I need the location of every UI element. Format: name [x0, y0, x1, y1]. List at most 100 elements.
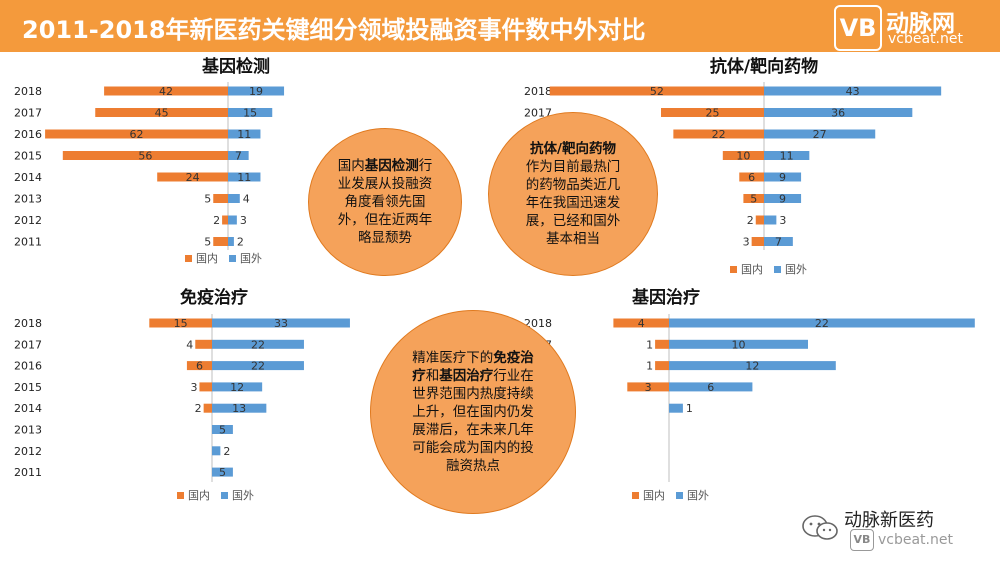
genetic-testing-foreign-bar: [228, 194, 240, 203]
immunotherapy-foreign-value: 2: [223, 445, 230, 458]
immunotherapy-foreign-value: 5: [219, 424, 226, 437]
gene-therapy-legend-domestic-swatch: [632, 492, 639, 499]
page-title: 2011-2018年新医药关键细分领域投融资事件数中外对比: [22, 16, 646, 44]
antibody-foreign-value: 3: [779, 214, 786, 227]
antibody-legend-foreign-label: 国外: [785, 263, 807, 276]
immunotherapy-domestic-bar: [203, 403, 212, 413]
genetic-testing-year-label: 2012: [14, 214, 42, 227]
immunotherapy-foreign-bar: [212, 467, 233, 477]
genetic-testing-foreign-bar: [228, 86, 285, 96]
genetic-testing-year-label: 2013: [14, 193, 42, 206]
immunotherapy-foreign-value: 12: [230, 381, 244, 394]
immunotherapy-foreign-value: 13: [232, 402, 246, 415]
bubble-genetic-testing-text: 国内基因检测行业发展从投融资角度看领先国外，但在近两年略显颓势: [337, 158, 433, 246]
immunotherapy-domestic-value: 6: [196, 360, 203, 373]
genetic-testing-domestic-value: 5: [204, 193, 211, 206]
header-bar: 2011-2018年新医药关键细分领域投融资事件数中外对比 VB 动脉网 vcb…: [0, 0, 1000, 52]
immunotherapy-year-label: 2015: [14, 381, 42, 394]
antibody-foreign-bar: [764, 172, 802, 182]
immunotherapy-year-label: 2018: [14, 317, 42, 330]
gene-therapy-legend-foreign-label: 国外: [687, 489, 709, 502]
antibody-domestic-value: 5: [750, 193, 757, 206]
antibody-legend-domestic-swatch: [730, 266, 737, 273]
genetic-testing-domestic-value: 5: [204, 236, 211, 249]
antibody-domestic-bar: [755, 215, 764, 225]
gene-therapy-domestic-bar: [655, 339, 669, 349]
antibody-foreign-bar: [764, 215, 777, 225]
genetic-testing-year-label: 2018: [14, 85, 42, 98]
antibody-foreign-value: 43: [846, 85, 860, 98]
genetic-testing-foreign-bar: [228, 237, 234, 246]
antibody-domestic-bar: [673, 129, 764, 139]
immunotherapy-domestic-bar: [149, 318, 212, 328]
gene-therapy-legend-domestic-label: 国内: [643, 488, 665, 502]
antibody-foreign-value: 9: [779, 171, 786, 184]
immunotherapy-legend-foreign-swatch: [221, 492, 228, 499]
gene-therapy-domestic-value: 4: [638, 317, 645, 330]
antibody-domestic-bar: [549, 86, 764, 96]
antibody-foreign-bar: [764, 237, 793, 246]
gene-therapy-foreign-bar: [669, 339, 808, 349]
genetic-testing-foreign-bar: [228, 151, 249, 160]
antibody-foreign-bar: [764, 194, 802, 203]
genetic-testing-legend-foreign-label: 国外: [240, 252, 262, 265]
gene-therapy-chart-title: 基因治疗: [631, 287, 700, 308]
antibody-legend-domestic-label: 国内: [741, 262, 763, 276]
antibody-foreign-value: 27: [813, 128, 827, 141]
immunotherapy-year-label: 2013: [14, 424, 42, 437]
bubble-immuno-gene-text: 精准医疗下的免疫治疗和基因治疗行业在世界范围内热度持续上升，但在国内仍发展滞后，…: [412, 350, 534, 474]
antibody-foreign-bar: [764, 86, 942, 96]
immunotherapy-foreign-bar: [212, 361, 304, 371]
immunotherapy-domestic-bar: [195, 339, 212, 349]
antibody-foreign-value: 7: [775, 236, 782, 249]
gene-therapy-domestic-bar: [655, 361, 669, 371]
genetic-testing-domestic-bar: [213, 194, 228, 203]
gene-therapy-foreign-bar: [669, 318, 975, 328]
genetic-testing-year-label: 2011: [14, 236, 42, 249]
bubble-antibody-text: 抗体/靶向药物 作为目前最热门的药物品类近几年在我国迅速发展，已经和国外基本相当: [525, 141, 621, 247]
antibody-year-label: 2018: [524, 85, 552, 98]
antibody-foreign-value: 11: [780, 150, 794, 163]
genetic-testing-year-label: 2016: [14, 128, 42, 141]
footer-vb-logo-icon: VB: [850, 529, 874, 551]
genetic-testing-domestic-bar: [222, 215, 228, 225]
footer-url: vcbeat.net: [878, 532, 953, 548]
immunotherapy-chart-title: 免疫治疗: [180, 287, 248, 308]
genetic-testing-foreign-bar: [228, 172, 261, 182]
genetic-testing-year-label: 2014: [14, 171, 42, 184]
gene-therapy-foreign-value: 1: [686, 402, 693, 415]
immunotherapy-foreign-bar: [212, 339, 304, 349]
antibody-foreign-value: 36: [831, 107, 845, 120]
gene-therapy-domestic-value: 1: [646, 338, 653, 351]
genetic-testing-domestic-bar: [95, 108, 228, 117]
genetic-testing-domestic-bar: [213, 237, 228, 246]
genetic-testing-domestic-bar: [104, 86, 228, 96]
genetic-testing-domestic-value: 42: [159, 85, 173, 98]
immunotherapy-legend-foreign-label: 国外: [232, 489, 254, 502]
immunotherapy-foreign-value: 33: [274, 317, 288, 330]
genetic-testing-foreign-value: 19: [249, 85, 263, 98]
genetic-testing-foreign-value: 2: [237, 236, 244, 249]
genetic-testing-foreign-value: 11: [237, 171, 251, 184]
antibody-foreign-value: 9: [779, 193, 786, 206]
wechat-icon: [802, 515, 838, 540]
genetic-testing-domestic-value: 45: [155, 107, 169, 120]
gene-therapy-foreign-bar: [669, 382, 753, 392]
vb-logo-icon: VB: [834, 5, 882, 51]
immunotherapy-year-label: 2012: [14, 445, 42, 458]
antibody-domestic-value: 3: [743, 236, 750, 249]
genetic-testing-foreign-value: 3: [240, 214, 247, 227]
immunotherapy-domestic-value: 15: [174, 317, 188, 330]
genetic-testing-foreign-value: 7: [235, 150, 242, 163]
antibody-domestic-value: 6: [748, 171, 755, 184]
genetic-testing-foreign-value: 15: [243, 107, 257, 120]
antibody-domestic-bar: [722, 151, 764, 160]
antibody-domestic-bar: [739, 172, 764, 182]
gene-therapy-foreign-bar: [669, 361, 836, 371]
genetic-testing-legend-domestic-swatch: [185, 255, 192, 262]
antibody-domestic-bar: [751, 237, 764, 246]
immunotherapy-year-label: 2017: [14, 338, 42, 351]
genetic-testing-chart-title: 基因检测: [201, 56, 270, 77]
antibody-domestic-value: 10: [736, 150, 750, 163]
immunotherapy-legend-domestic-swatch: [177, 492, 184, 499]
